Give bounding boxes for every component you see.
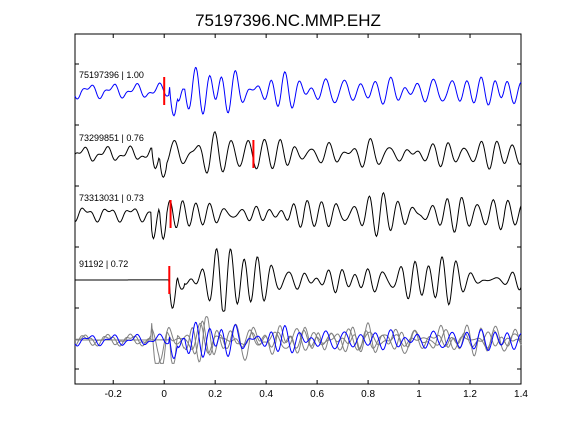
pick-markers — [163, 77, 255, 294]
x-tick-label: 0.4 — [259, 389, 273, 400]
x-tick-label: 0.6 — [310, 389, 324, 400]
seismic-trace — [74, 66, 522, 117]
x-tick-label: 1.2 — [463, 389, 477, 400]
trace-label: 75197396 | 1.00 — [79, 70, 144, 80]
x-tick-label: 1 — [416, 389, 422, 400]
seismic-trace — [74, 191, 522, 241]
trace-group — [74, 66, 522, 312]
x-tick-label: 0 — [161, 389, 167, 400]
seismic-trace — [74, 131, 522, 178]
stacked-trace — [75, 316, 522, 364]
x-axis: -0.2 0 0.2 0.4 0.6 0.8 1 1.2 1.4 — [105, 34, 528, 400]
x-tick-label: 0.2 — [208, 389, 222, 400]
chart-title: 75197396.NC.MMP.EHZ — [195, 11, 381, 30]
x-tick-label: 0.8 — [361, 389, 375, 400]
seismic-trace — [75, 247, 522, 312]
y-axis-ticks — [75, 63, 521, 370]
x-tick-label: 1.4 — [514, 389, 528, 400]
stacked-trace — [74, 322, 522, 364]
trace-label: 91192 | 0.72 — [79, 259, 128, 269]
trace-labels: 75197396 | 1.00 73299851 | 0.76 73313031 |… — [79, 70, 144, 269]
x-tick-label: -0.2 — [105, 389, 123, 400]
trace-label: 73313031 | 0.73 — [79, 193, 144, 203]
stacked-reference-trace — [74, 321, 522, 360]
plot-area — [74, 33, 522, 385]
trace-label: 73299851 | 0.76 — [79, 133, 144, 143]
stacked-traces — [74, 316, 522, 364]
